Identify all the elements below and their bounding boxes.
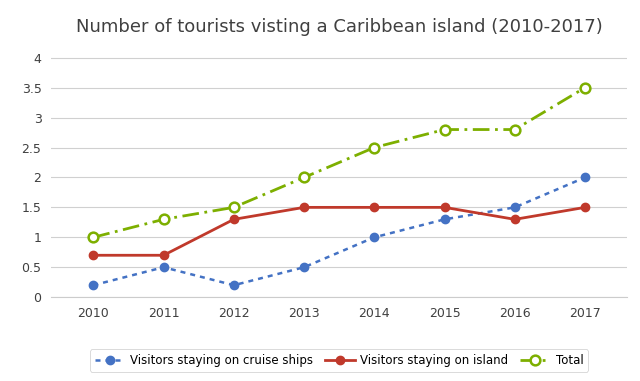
Legend: Visitors staying on cruise ships, Visitors staying on island, Total: Visitors staying on cruise ships, Visito… <box>90 349 588 372</box>
Title: Number of tourists visting a Caribbean island (2010-2017): Number of tourists visting a Caribbean i… <box>76 18 603 36</box>
